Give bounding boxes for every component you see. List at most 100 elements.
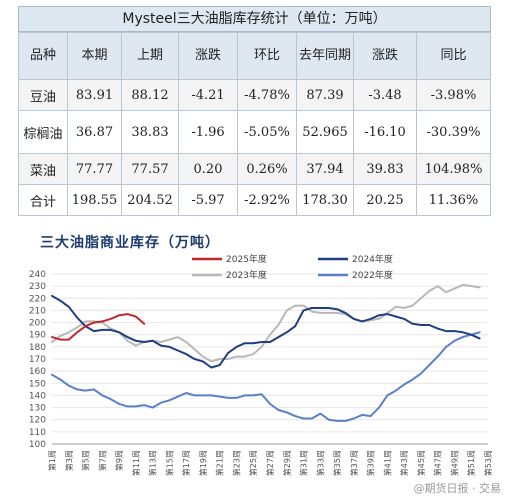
- cell-last-year: 178.30: [296, 184, 354, 216]
- cell-mom: -5.05%: [237, 110, 297, 154]
- header-mom: 环比: [237, 32, 297, 80]
- cell-name: 豆油: [18, 79, 68, 111]
- cell-name: 棕榈油: [18, 110, 68, 154]
- header-yoy: 同比: [416, 32, 491, 80]
- x-tick-label: 第47周: [433, 450, 443, 476]
- series-line-2024年度: [51, 294, 481, 369]
- y-tick-label: 120: [29, 416, 46, 426]
- header-last-year: 去年同期: [296, 32, 354, 80]
- inventory-table: 品种 本期 上期 涨跌 环比 去年同期 涨跌 同比 豆油 83.91 88.12…: [18, 32, 491, 216]
- cell-yoy: -30.39%: [416, 110, 491, 154]
- table-row: 菜油 77.77 77.57 0.20 0.26% 37.94 39.83 10…: [18, 153, 491, 185]
- cell-name: 菜油: [18, 153, 68, 185]
- cell-ly-change: 39.83: [353, 153, 417, 185]
- legend-label: 2025年度: [226, 253, 267, 265]
- cell-change: -4.21: [178, 79, 238, 111]
- cell-change: 0.20: [178, 153, 238, 185]
- legend-label: 2023年度: [226, 269, 267, 281]
- chart-title: 三大油脂商业库存（万吨）: [40, 235, 220, 251]
- cell-yoy: -3.98%: [416, 79, 491, 111]
- cell-change: -5.97: [178, 184, 238, 216]
- x-tick-label: 第23周: [231, 450, 241, 476]
- x-tick-label: 第41周: [382, 450, 392, 476]
- cell-current: 77.77: [67, 153, 122, 185]
- y-tick-label: 220: [29, 294, 46, 304]
- header-variety: 品种: [18, 32, 68, 80]
- y-tick-label: 180: [29, 343, 46, 353]
- legend-label: 2024年度: [352, 253, 393, 265]
- table-row: 棕榈油 36.87 38.83 -1.96 -5.05% 52.965 -16.…: [18, 110, 491, 154]
- x-tick-label: 第19周: [198, 450, 208, 476]
- header-change: 涨跌: [178, 32, 238, 80]
- cell-last-year: 37.94: [296, 153, 354, 185]
- y-tick-label: 100: [29, 440, 46, 450]
- y-tick-label: 170: [29, 355, 46, 365]
- series-line-2022年度: [51, 331, 481, 422]
- cell-last-year: 87.39: [296, 79, 354, 111]
- x-tick-label: 第27周: [265, 450, 275, 476]
- cell-previous: 204.52: [121, 184, 179, 216]
- cell-current: 198.55: [67, 184, 122, 216]
- x-tick-label: 第51周: [466, 450, 476, 476]
- y-tick-label: 130: [29, 404, 46, 414]
- x-tick-label: 第25周: [248, 450, 258, 476]
- header-ly-change: 涨跌: [353, 32, 417, 80]
- x-tick-label: 第45周: [416, 450, 426, 476]
- y-tick-label: 240: [29, 270, 46, 280]
- cell-ly-change: -16.10: [353, 110, 417, 154]
- x-tick-label: 第15周: [164, 450, 174, 476]
- x-tick-label: 第1周: [47, 450, 57, 471]
- cell-yoy: 11.36%: [416, 184, 491, 216]
- cell-previous: 38.83: [121, 110, 179, 154]
- x-tick-label: 第35周: [332, 450, 342, 476]
- x-tick-label: 第17周: [181, 450, 191, 476]
- y-tick-label: 210: [29, 306, 46, 316]
- series-line-2025年度: [51, 313, 146, 341]
- y-tick-label: 160: [29, 367, 46, 377]
- cell-mom: 0.26%: [237, 153, 297, 185]
- cell-yoy: 104.98%: [416, 153, 491, 185]
- x-tick-label: 第49周: [449, 450, 459, 476]
- table-row: 豆油 83.91 88.12 -4.21 -4.78% 87.39 -3.48 …: [18, 79, 491, 111]
- y-tick-label: 230: [29, 282, 46, 292]
- inventory-line-chart: 100 110 120 130 140 150 160 170 180 190 200 210 220 2…: [29, 253, 493, 476]
- cell-name: 合计: [18, 184, 68, 216]
- legend-label: 2022年度: [352, 269, 393, 281]
- cell-mom: -4.78%: [237, 79, 297, 111]
- y-tick-label: 190: [29, 331, 46, 341]
- x-tick-label: 第37周: [349, 450, 359, 476]
- header-previous: 上期: [121, 32, 179, 80]
- x-tick-label: 第53周: [483, 450, 493, 476]
- cell-previous: 77.57: [121, 153, 179, 185]
- x-tick-label: 第33周: [315, 450, 325, 476]
- cell-previous: 88.12: [121, 79, 179, 111]
- x-tick-label: 第5周: [81, 450, 91, 471]
- cell-ly-change: 20.25: [353, 184, 417, 216]
- x-tick-label: 第11周: [131, 450, 141, 476]
- x-tick-label: 第39周: [366, 450, 376, 476]
- y-tick-label: 200: [29, 319, 46, 329]
- x-tick-label: 第9周: [114, 450, 124, 471]
- table-row: 合计 198.55 204.52 -5.97 -2.92% 178.30 20.…: [18, 184, 491, 216]
- x-tick-label: 第13周: [148, 450, 158, 476]
- table-header-row: 品种 本期 上期 涨跌 环比 去年同期 涨跌 同比: [18, 32, 491, 80]
- cell-current: 83.91: [67, 79, 122, 111]
- x-tick-label: 第21周: [215, 450, 225, 476]
- series-line-2023年度: [51, 283, 481, 363]
- x-tick-label: 第3周: [64, 450, 74, 471]
- x-tick-label: 第31周: [299, 450, 309, 476]
- x-tick-label: 第7周: [97, 450, 107, 471]
- cell-change: -1.96: [178, 110, 238, 154]
- y-tick-label: 110: [29, 428, 46, 438]
- cell-last-year: 52.965: [296, 110, 354, 154]
- cell-current: 36.87: [67, 110, 122, 154]
- y-tick-label: 150: [29, 379, 46, 389]
- watermark-text: @期货日报 · 交易: [413, 482, 502, 495]
- table-title: Mysteel三大油脂库存统计（单位：万吨）: [18, 6, 491, 32]
- cell-ly-change: -3.48: [353, 79, 417, 111]
- header-current: 本期: [67, 32, 122, 80]
- x-tick-label: 第29周: [282, 450, 292, 476]
- x-tick-label: 第43周: [399, 450, 409, 476]
- y-tick-label: 140: [29, 391, 46, 401]
- cell-mom: -2.92%: [237, 184, 297, 216]
